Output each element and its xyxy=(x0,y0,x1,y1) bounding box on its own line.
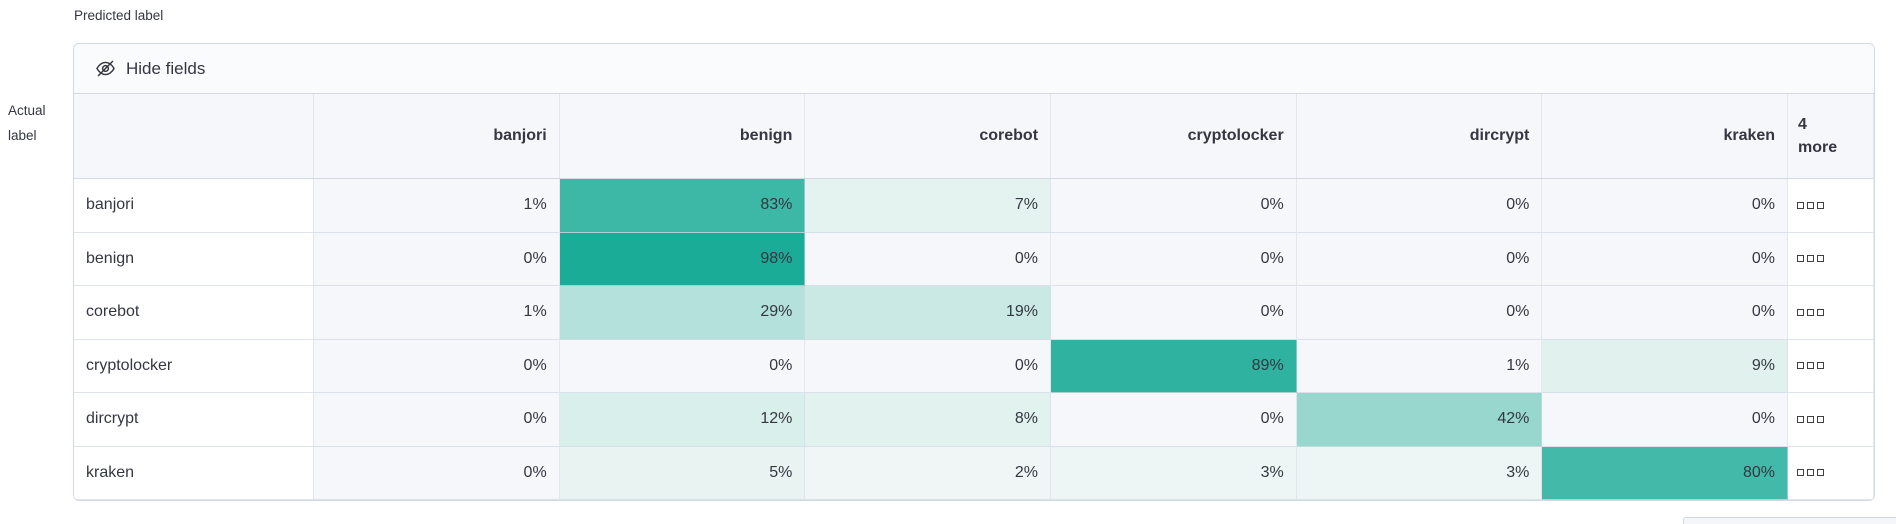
header-row: banjori benign corebot cryptolocker dircrypt… xyxy=(74,94,1874,179)
row-label-banjori: banjori xyxy=(74,179,314,233)
cell-cryptolocker-cryptolocker: 89% xyxy=(1051,339,1297,393)
hide-fields-button[interactable]: Hide fields xyxy=(74,44,1874,94)
confusion-matrix-panel: Hide fields banjori benign corebot cryptolo… xyxy=(73,43,1875,501)
boxes-horizontal-icon xyxy=(1797,469,1825,477)
more-actions-button[interactable] xyxy=(1788,232,1874,286)
more-actions-button[interactable] xyxy=(1788,339,1874,393)
cell-corebot-kraken: 0% xyxy=(1542,286,1789,340)
table-row-kraken: kraken 0% 5% 2% 3% 3% 80% xyxy=(74,446,1874,500)
cell-corebot-dircrypt: 0% xyxy=(1296,286,1543,340)
cell-cryptolocker-kraken: 9% xyxy=(1542,339,1789,393)
cell-dircrypt-kraken: 0% xyxy=(1542,393,1789,447)
cell-banjori-banjori: 1% xyxy=(314,179,560,233)
row-label-cryptolocker: cryptolocker xyxy=(74,339,314,393)
row-label-dircrypt: dircrypt xyxy=(74,393,314,447)
cell-benign-kraken: 0% xyxy=(1542,232,1789,286)
cell-kraken-cryptolocker: 3% xyxy=(1051,446,1297,500)
header-corner-cell xyxy=(74,94,314,178)
cell-benign-benign: 98% xyxy=(559,232,806,286)
cell-cryptolocker-corebot: 0% xyxy=(805,339,1052,393)
table-row-dircrypt: dircrypt 0% 12% 8% 0% 42% 0% xyxy=(74,393,1874,447)
cell-cryptolocker-banjori: 0% xyxy=(314,339,560,393)
more-actions-button[interactable] xyxy=(1788,286,1874,340)
matrix-grid: banjori benign corebot cryptolocker dircrypt… xyxy=(74,94,1874,500)
more-actions-button[interactable] xyxy=(1788,393,1874,447)
boxes-horizontal-icon xyxy=(1797,308,1825,316)
row-label-corebot: corebot xyxy=(74,286,314,340)
column-header-benign: benign xyxy=(560,94,806,178)
cell-kraken-dircrypt: 3% xyxy=(1296,446,1543,500)
actual-label-line2: label xyxy=(8,128,37,143)
cutoff-panel-edge xyxy=(1683,517,1896,524)
more-actions-button[interactable] xyxy=(1788,179,1874,233)
column-header-corebot: corebot xyxy=(805,94,1052,178)
predicted-label: Predicted label xyxy=(74,8,164,23)
more-actions-button[interactable] xyxy=(1788,446,1874,500)
column-header-cryptolocker: cryptolocker xyxy=(1051,94,1297,178)
cell-corebot-benign: 29% xyxy=(559,286,806,340)
actual-label: Actual label xyxy=(8,98,46,148)
cell-dircrypt-banjori: 0% xyxy=(314,393,560,447)
cell-corebot-banjori: 1% xyxy=(314,286,560,340)
cell-kraken-corebot: 2% xyxy=(805,446,1052,500)
more-columns-word: more xyxy=(1798,139,1838,156)
more-columns-count: 4 xyxy=(1798,116,1807,133)
cell-kraken-benign: 5% xyxy=(559,446,806,500)
cell-dircrypt-cryptolocker: 0% xyxy=(1051,393,1297,447)
cell-banjori-corebot: 7% xyxy=(805,179,1052,233)
table-row-benign: benign 0% 98% 0% 0% 0% 0% xyxy=(74,232,1874,286)
cell-banjori-kraken: 0% xyxy=(1542,179,1789,233)
table-row-banjori: banjori 1% 83% 7% 0% 0% 0% xyxy=(74,179,1874,233)
cell-corebot-corebot: 19% xyxy=(805,286,1052,340)
boxes-horizontal-icon xyxy=(1797,362,1825,370)
cell-dircrypt-dircrypt: 42% xyxy=(1296,393,1543,447)
cell-benign-dircrypt: 0% xyxy=(1296,232,1543,286)
cell-cryptolocker-dircrypt: 1% xyxy=(1296,339,1543,393)
column-header-banjori: banjori xyxy=(314,94,560,178)
actual-label-line1: Actual xyxy=(8,103,46,118)
row-label-benign: benign xyxy=(74,232,314,286)
boxes-horizontal-icon xyxy=(1797,255,1825,263)
cell-benign-cryptolocker: 0% xyxy=(1051,232,1297,286)
matrix-body: banjori 1% 83% 7% 0% 0% 0% benign 0% 98% 0% 0% 0% 0% c… xyxy=(74,179,1874,500)
hide-fields-label: Hide fields xyxy=(126,58,206,78)
table-row-cryptolocker: cryptolocker 0% 0% 0% 89% 1% 9% xyxy=(74,339,1874,393)
cell-benign-corebot: 0% xyxy=(805,232,1052,286)
column-header-kraken: kraken xyxy=(1542,94,1789,178)
table-row-corebot: corebot 1% 29% 19% 0% 0% 0% xyxy=(74,286,1874,340)
cell-banjori-dircrypt: 0% xyxy=(1296,179,1543,233)
cell-banjori-benign: 83% xyxy=(559,179,806,233)
column-header-dircrypt: dircrypt xyxy=(1297,94,1543,178)
cell-dircrypt-benign: 12% xyxy=(559,393,806,447)
cell-cryptolocker-benign: 0% xyxy=(559,339,806,393)
cell-kraken-kraken: 80% xyxy=(1542,446,1789,500)
eye-closed-icon xyxy=(95,58,116,79)
cell-dircrypt-corebot: 8% xyxy=(805,393,1052,447)
cell-banjori-cryptolocker: 0% xyxy=(1051,179,1297,233)
boxes-horizontal-icon xyxy=(1797,415,1825,423)
cell-corebot-cryptolocker: 0% xyxy=(1051,286,1297,340)
row-label-kraken: kraken xyxy=(74,446,314,500)
boxes-horizontal-icon xyxy=(1797,201,1825,209)
cell-benign-banjori: 0% xyxy=(314,232,560,286)
more-columns-header: 4 more xyxy=(1788,94,1874,178)
cell-kraken-banjori: 0% xyxy=(314,446,560,500)
